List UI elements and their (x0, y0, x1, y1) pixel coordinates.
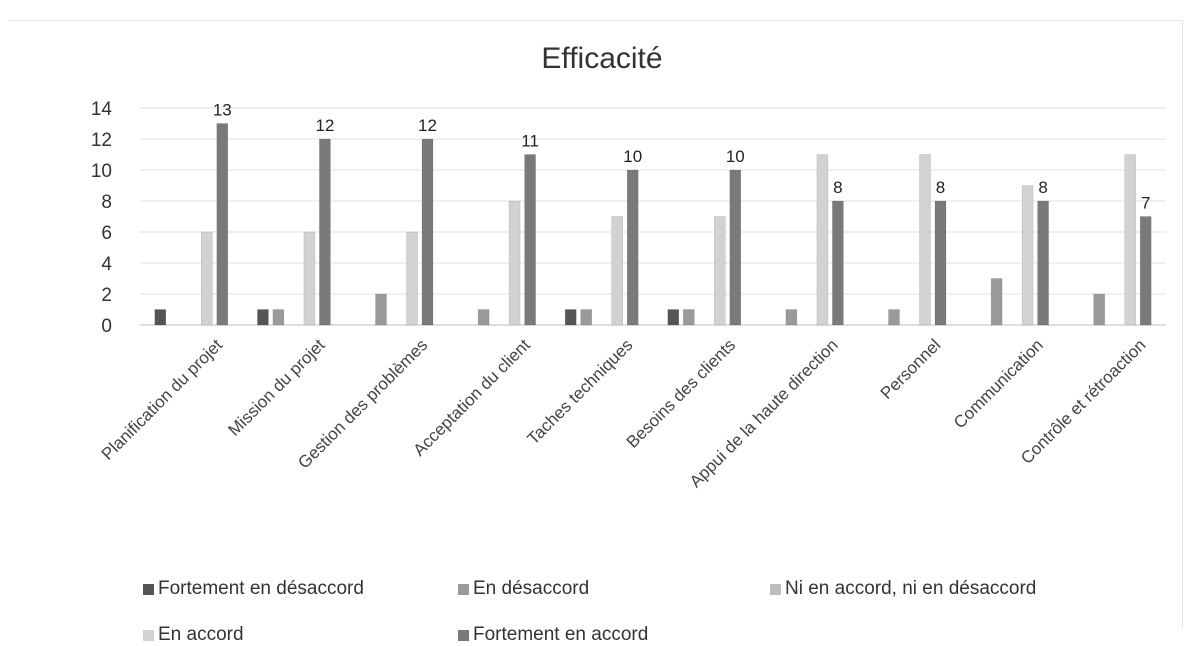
legend-label: Fortement en désaccord (158, 578, 364, 599)
y-tick-label: 12 (91, 130, 112, 151)
data-label: 12 (315, 116, 334, 135)
bar (1093, 293, 1105, 326)
data-label: 7 (1141, 194, 1150, 213)
bar (1139, 216, 1152, 326)
legend-item-ni-en-accord-ni-en-desaccord: Ni en accord, ni en désaccord (770, 578, 1036, 600)
data-label: 12 (418, 116, 437, 135)
bar (990, 278, 1003, 326)
legend-item-en-desaccord: En désaccord (458, 578, 589, 600)
x-category-label: Planification du projet (98, 335, 227, 464)
y-tick-label: 2 (101, 285, 112, 306)
bar (1037, 200, 1049, 326)
y-axis-ticks: 0 2 4 6 8 10 12 14 (91, 99, 113, 337)
bar (1021, 185, 1034, 326)
bar (626, 169, 639, 326)
legend-item-fortement-en-accord: Fortement en accord (458, 624, 648, 646)
bar (919, 154, 931, 326)
data-labels: 13 12 12 11 10 10 8 8 8 7 (213, 101, 1151, 213)
bar (729, 169, 742, 326)
data-label: 8 (833, 178, 842, 197)
x-category-label: Mission du projet (224, 335, 328, 439)
bar (201, 231, 213, 326)
bar (508, 200, 521, 326)
bar (524, 154, 536, 326)
legend-item-en-accord: En accord (143, 624, 244, 646)
bar (611, 216, 624, 326)
x-category-label: Acceptation du client (410, 335, 535, 460)
x-category-label: Taches techniques (524, 335, 637, 448)
bar (406, 231, 418, 326)
y-tick-label: 10 (91, 161, 112, 182)
bar (785, 309, 798, 326)
legend-label: Fortement en accord (473, 624, 649, 645)
bar (580, 309, 593, 326)
bar (375, 293, 387, 326)
y-tick-label: 14 (91, 99, 113, 120)
legend-label: En désaccord (473, 578, 590, 599)
data-label: 11 (521, 132, 539, 151)
bar (682, 309, 695, 326)
y-tick-label: 0 (101, 316, 112, 337)
bar (1124, 154, 1136, 326)
bar (713, 216, 726, 326)
bar (667, 309, 680, 326)
legend-swatch (143, 629, 154, 641)
data-label: 13 (213, 101, 232, 120)
legend-swatch (143, 583, 154, 595)
bar (421, 138, 434, 326)
bar (832, 200, 844, 326)
bar (303, 231, 316, 326)
x-category-label: Communication (950, 335, 1047, 432)
bars (154, 123, 1152, 326)
bar (816, 154, 829, 326)
bar (934, 200, 947, 326)
bar (477, 309, 490, 326)
y-tick-label: 4 (101, 254, 112, 275)
legend-swatch (458, 583, 469, 595)
bar (154, 309, 167, 326)
data-label: 10 (623, 147, 642, 166)
legend-item-fortement-en-desaccord: Fortement en désaccord (143, 578, 364, 600)
y-tick-label: 6 (101, 223, 112, 244)
data-label: 8 (936, 178, 945, 197)
chart-title: Efficacité (541, 42, 662, 75)
data-label: 10 (726, 147, 745, 166)
bar (216, 123, 229, 326)
bar (319, 138, 331, 326)
bar (257, 309, 269, 326)
chart-frame (8, 20, 1183, 629)
x-category-label: Personnel (877, 335, 945, 403)
bar (564, 309, 577, 326)
legend-label: Ni en accord, ni en désaccord (785, 578, 1037, 599)
bar (888, 309, 900, 326)
legend-label: En accord (158, 624, 244, 645)
data-label: 8 (1038, 178, 1047, 197)
legend-swatch (458, 629, 469, 641)
x-category-label: Besoins des clients (623, 335, 739, 451)
legend-swatch (770, 583, 781, 595)
bar (272, 309, 285, 326)
gridlines (140, 107, 1166, 326)
y-tick-label: 8 (101, 192, 112, 213)
